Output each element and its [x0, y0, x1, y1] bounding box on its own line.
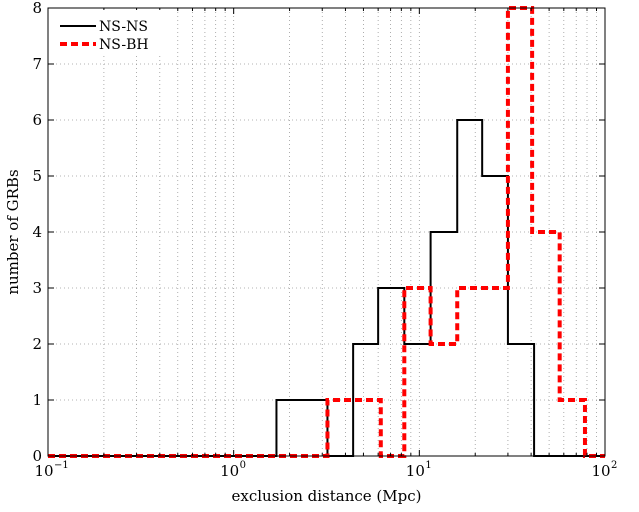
grid-lines: [48, 8, 605, 456]
legend-label-ns-bh: NS-BH: [99, 37, 149, 53]
y-tick-label: 6: [32, 111, 42, 129]
x-tick-label-base: 10: [220, 462, 239, 480]
histogram-series: [48, 6, 605, 458]
y-axis-label: number of GRBs: [4, 169, 22, 294]
series-ns-bh-outline: [48, 6, 605, 458]
y-tick-label: 0: [32, 447, 42, 465]
plot-frame: [47, 7, 606, 457]
y-tick-label: 2: [32, 335, 42, 353]
x-tick-label-exponent: 2: [611, 460, 617, 471]
x-tick-label: 10 −1: [34, 460, 68, 480]
series-ns-ns-outline: [48, 119, 605, 457]
x-tick-label-base: 10: [34, 462, 53, 480]
x-axis-label: exclusion distance (Mpc): [232, 487, 422, 505]
x-tick-label: 10 0: [220, 460, 246, 480]
y-tick-label: 1: [32, 391, 42, 409]
x-tick-label-base: 10: [406, 462, 425, 480]
y-tick-label: 3: [32, 279, 42, 297]
x-tick-label-exponent: 1: [425, 460, 431, 471]
x-tick-label: 10 2: [591, 460, 617, 480]
y-tick-label: 8: [32, 0, 42, 17]
x-tick-label-exponent: −1: [54, 460, 69, 471]
axis-ticks: [47, 7, 605, 457]
y-tick-label: 5: [32, 167, 42, 185]
legend-box: [50, 10, 170, 56]
y-tick-label: 7: [32, 55, 42, 73]
y-tick-label: 4: [32, 223, 42, 241]
legend-label-ns-ns: NS-NS: [99, 19, 148, 35]
x-tick-label-exponent: 0: [240, 460, 246, 471]
legend: NS-NS NS-BH: [50, 10, 170, 56]
x-tick-label: 10 1: [406, 460, 432, 480]
x-tick-label-base: 10: [591, 462, 610, 480]
